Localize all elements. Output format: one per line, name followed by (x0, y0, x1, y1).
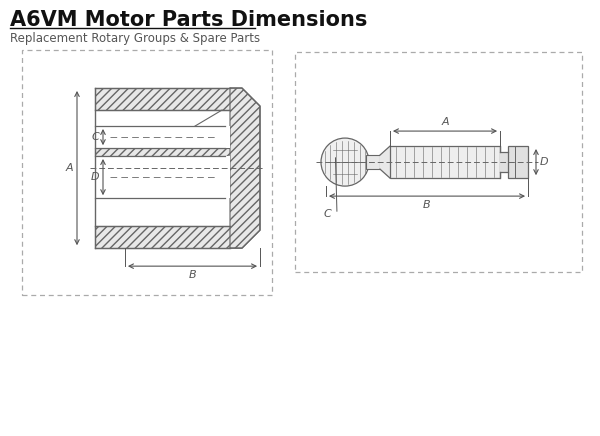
Polygon shape (230, 88, 260, 248)
Bar (295, 52, 582, 272)
Bar (22, 50, 272, 295)
Bar (366, 155, 380, 169)
Circle shape (321, 138, 369, 186)
Bar (500, 152, 508, 172)
Text: A6VM Motor Parts Dimensions: A6VM Motor Parts Dimensions (10, 10, 367, 30)
Text: B: B (188, 270, 196, 280)
Text: Replacement Rotary Groups & Spare Parts: Replacement Rotary Groups & Spare Parts (10, 32, 260, 45)
Text: A: A (441, 117, 449, 127)
Text: SUPER HYDRAULICS: SUPER HYDRAULICS (12, 401, 278, 425)
Bar (508, 146, 528, 178)
Text: E-mail: sales@super-hyd.com: E-mail: sales@super-hyd.com (355, 407, 540, 419)
Bar (95, 156, 230, 198)
Polygon shape (380, 146, 390, 178)
Text: C: C (323, 209, 331, 219)
Text: D: D (91, 172, 99, 182)
Text: A: A (65, 163, 73, 173)
Bar (95, 148, 230, 156)
Bar (95, 126, 230, 148)
Bar (95, 88, 230, 110)
Bar (390, 146, 500, 178)
Text: D: D (540, 157, 548, 167)
Text: C: C (91, 132, 99, 142)
Text: B: B (423, 200, 431, 210)
Bar (95, 226, 230, 248)
